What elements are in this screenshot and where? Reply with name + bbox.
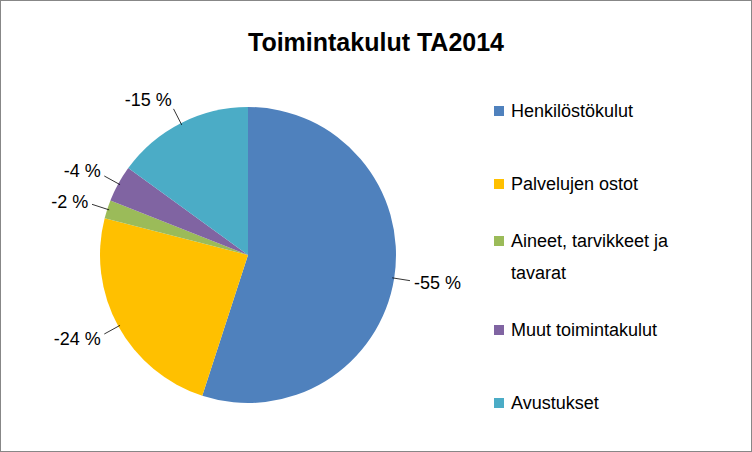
data-label: -15 % (125, 90, 172, 110)
legend-swatch (494, 179, 504, 189)
data-label: -24 % (54, 329, 101, 349)
legend-swatch (494, 236, 504, 246)
data-label: -4 % (64, 161, 101, 181)
chart: Toimintakulut TA2014 -55 % -24 % -2 % -4 % -1… (0, 0, 752, 452)
legend-label: Muut toimintakulut (511, 320, 657, 340)
leader-line (392, 278, 410, 281)
slice (128, 107, 248, 255)
legend: Henkilöstökulut Palvelujen ostot Aineet, t… (494, 101, 669, 413)
legend-label: Henkilöstökulut (511, 101, 633, 121)
data-label: -2 % (51, 192, 88, 212)
leader-line (92, 204, 109, 210)
legend-swatch (494, 106, 504, 116)
leader-line (104, 325, 120, 334)
legend-label: Avustukset (511, 393, 599, 413)
pie (100, 107, 396, 403)
leader-line (104, 176, 120, 185)
legend-label: Aineet, tarvikkeet jatavarat (511, 231, 669, 283)
frame (1, 1, 752, 452)
legend-label: Palvelujen ostot (511, 174, 638, 194)
data-labels: -55 % -24 % -2 % -4 % -15 % (51, 90, 461, 349)
data-label: -55 % (414, 273, 461, 293)
legend-swatch (494, 398, 504, 408)
title: Toimintakulut TA2014 (248, 28, 504, 56)
legend-swatch (494, 325, 504, 335)
leader-line (174, 109, 182, 125)
